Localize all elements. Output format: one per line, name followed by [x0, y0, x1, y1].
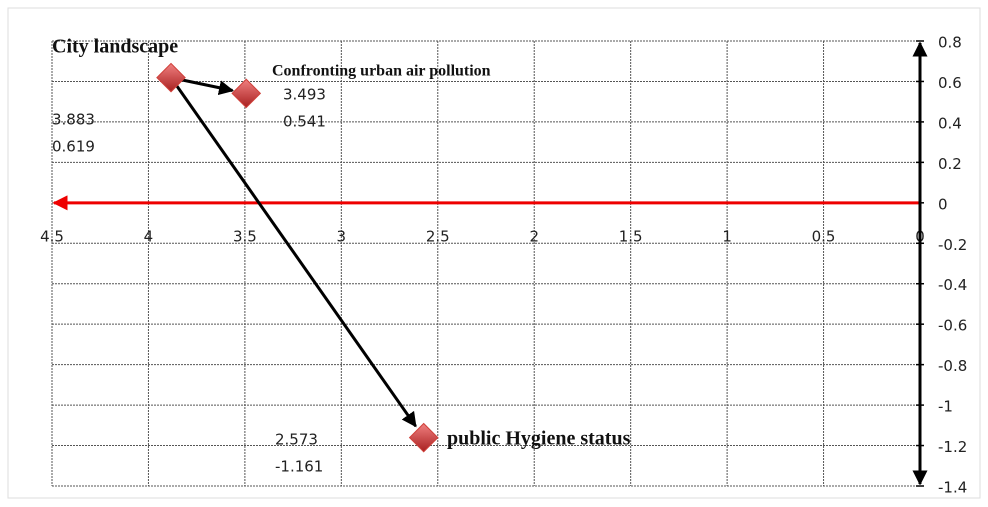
frame	[7, 7, 981, 499]
x-value-label: 2.573	[275, 431, 318, 449]
y-tick-label: -1.2	[938, 438, 967, 456]
x-tick-label: 4.5	[40, 227, 64, 245]
y-value-label: 0.619	[52, 138, 95, 156]
x-tick-label: 4	[144, 227, 154, 245]
y-tick-label: -0.2	[938, 236, 967, 254]
point	[156, 62, 186, 93]
x-tick-label: 1	[722, 227, 732, 245]
x-tick-label: 3	[337, 227, 347, 245]
x-tick-label: 2	[529, 227, 539, 245]
y-tick-label: -0.8	[938, 357, 967, 375]
y-tick-label: 0.8	[938, 34, 962, 52]
point	[408, 422, 439, 453]
y-tick-label: -0.4	[938, 276, 967, 294]
y-tick-label: 0.6	[938, 74, 962, 92]
point-label: public Hygiene status	[447, 428, 631, 450]
y-tick-label: 0	[938, 195, 948, 213]
point-label: City landscape	[52, 36, 178, 58]
y-tick-label: 0.2	[938, 155, 962, 173]
y-tick-label: -0.6	[938, 317, 967, 335]
y-tick-label: -1	[938, 398, 953, 416]
x-value-label: 3.883	[52, 111, 95, 129]
x-tick-label: 3.5	[233, 227, 257, 245]
arrow	[169, 76, 417, 428]
x-tick-label: 0.5	[812, 227, 836, 245]
y-value-label: 0.541	[283, 113, 326, 131]
x-value-label: 3.493	[283, 86, 326, 104]
point-label: Confronting urban air pollution	[272, 63, 491, 80]
y-tick-label: -1.4	[938, 479, 967, 497]
y-value-label: -1.161	[275, 458, 323, 476]
y-tick-label: 0.4	[938, 114, 962, 132]
x-tick-label: 2.5	[426, 227, 450, 245]
point	[231, 78, 262, 109]
x-tick-label: 1.5	[619, 227, 643, 245]
